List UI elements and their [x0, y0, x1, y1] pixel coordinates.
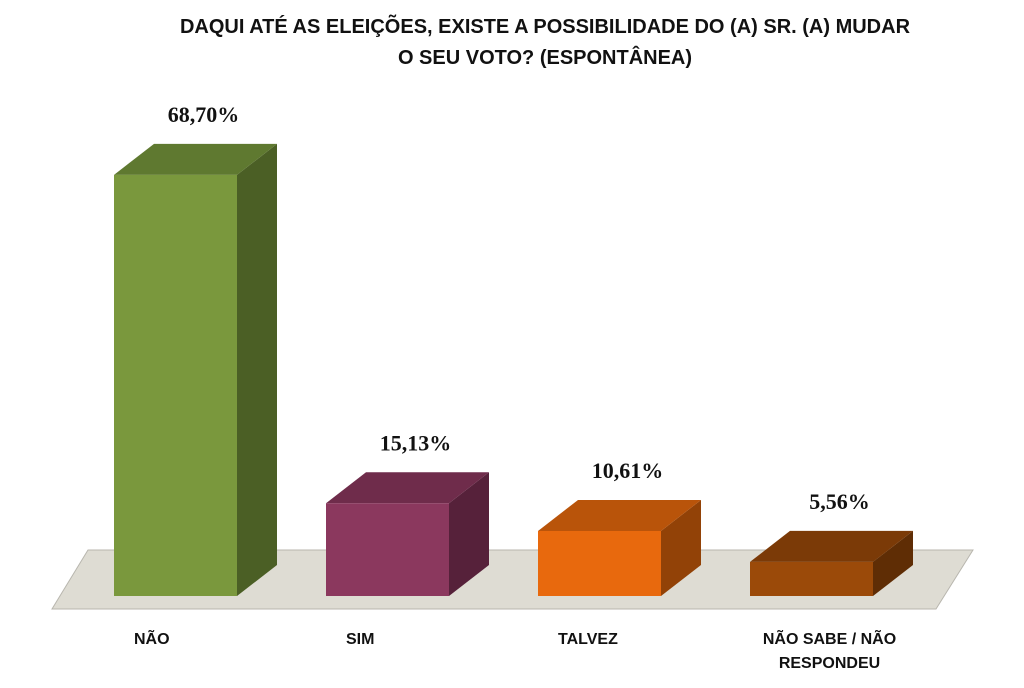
bar-front-1: [114, 174, 237, 596]
value-label-2: 15,13%: [380, 430, 452, 455]
bar-3: [538, 499, 701, 596]
value-label-4: 5,56%: [809, 489, 870, 514]
bar-front-2: [326, 503, 449, 596]
bar-top-3: [538, 499, 701, 531]
bar-top-1: [114, 143, 277, 175]
bar-side-2: [449, 472, 489, 596]
bar-top-2: [326, 472, 489, 504]
chart-floor: [51, 549, 974, 610]
bar-2: [326, 472, 489, 596]
category-label-1: NÃO: [134, 628, 170, 648]
bar-top-4: [750, 530, 913, 562]
bar-4: [750, 530, 913, 596]
value-label-1: 68,70%: [168, 102, 240, 127]
bar-front-4: [750, 561, 873, 596]
category-label-4-line-2: RESPONDEU: [779, 655, 880, 672]
bar-side-1: [237, 143, 277, 596]
bar-front-3: [538, 530, 661, 596]
bar-side-3: [661, 499, 701, 596]
category-label-4-line-1: NÃO SABE / NÃO: [763, 628, 896, 648]
chart-title-line-1: DAQUI ATÉ AS ELEIÇÕES, EXISTE A POSSIBIL…: [179, 16, 911, 38]
chart-title-line-2: O SEU VOTO? (ESPONTÂNEA): [397, 47, 693, 69]
category-label-2: SIM: [346, 631, 374, 648]
category-label-3: TALVEZ: [558, 631, 618, 648]
bar-1: [114, 143, 277, 596]
bar-side-4: [873, 530, 913, 596]
value-label-3: 10,61%: [592, 458, 664, 483]
